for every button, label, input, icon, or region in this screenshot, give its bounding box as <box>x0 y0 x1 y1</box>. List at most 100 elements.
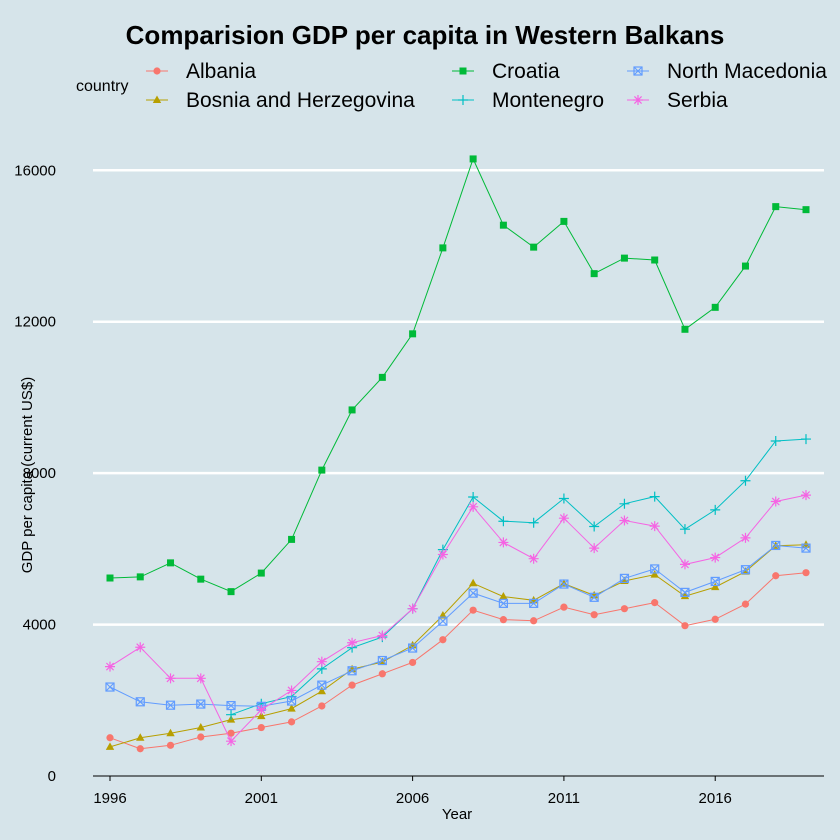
data-point <box>710 576 720 587</box>
legend-label: Bosnia and Herzegovina <box>186 89 415 112</box>
data-point <box>741 600 750 608</box>
data-point <box>499 221 507 229</box>
data-point <box>772 203 780 211</box>
series-line <box>109 157 807 593</box>
data-point <box>499 616 507 624</box>
data-point <box>681 622 689 630</box>
data-point <box>801 490 811 501</box>
data-point <box>530 243 538 251</box>
data-point <box>287 718 296 726</box>
y-tick-label: 12000 <box>14 314 56 331</box>
legend-title: country <box>76 78 128 95</box>
data-point <box>166 741 175 749</box>
data-point <box>528 517 539 528</box>
data-point <box>135 642 146 653</box>
data-point <box>195 673 206 684</box>
data-point <box>106 574 114 582</box>
data-point <box>226 700 236 711</box>
x-tick-label: 2011 <box>548 790 580 807</box>
data-point <box>770 435 781 446</box>
data-point <box>559 579 569 589</box>
series-serbia <box>105 490 811 747</box>
data-point <box>558 493 569 504</box>
data-point <box>528 553 539 564</box>
data-point <box>378 373 386 381</box>
legend-label: Montenegro <box>492 89 604 112</box>
data-point <box>651 599 659 607</box>
data-point <box>499 592 508 600</box>
legend-label: Albania <box>186 60 256 83</box>
data-point <box>530 617 538 625</box>
data-point <box>197 575 205 583</box>
y-tick-label: 16000 <box>14 162 56 179</box>
data-point <box>711 303 719 311</box>
data-point <box>802 206 810 214</box>
data-point <box>498 516 509 527</box>
y-tick-label: 4000 <box>23 617 56 634</box>
data-point <box>226 709 237 720</box>
y-tick-label: 0 <box>48 768 56 785</box>
series-montenegro <box>226 434 811 720</box>
data-point <box>256 704 267 715</box>
data-point <box>165 673 176 684</box>
data-point <box>227 588 235 596</box>
data-point <box>469 155 477 163</box>
data-point <box>105 742 115 750</box>
data-point <box>226 736 237 747</box>
data-point <box>468 501 479 512</box>
legend-label: Croatia <box>492 60 560 83</box>
data-point <box>771 540 781 551</box>
data-point <box>227 729 235 737</box>
legend-item: Montenegro <box>452 89 604 112</box>
data-point <box>679 524 690 535</box>
data-point <box>650 570 659 578</box>
x-tick-label: 2006 <box>396 790 429 807</box>
series-layer <box>105 155 811 753</box>
y-tick-label: 8000 <box>23 465 56 482</box>
data-point <box>287 704 296 712</box>
data-point <box>740 565 751 575</box>
series-line <box>109 572 807 750</box>
data-point <box>710 552 721 563</box>
legend-item: Serbia <box>627 89 728 112</box>
axes: 0 4000 8000 12000 16000 1996 2001 2006 2011 2016 <box>14 162 824 807</box>
data-point <box>288 535 296 543</box>
data-point <box>619 515 630 526</box>
data-point <box>679 559 690 570</box>
data-point <box>651 256 659 264</box>
data-point <box>136 733 145 741</box>
data-point <box>620 254 628 262</box>
data-point <box>468 578 478 587</box>
data-point <box>529 598 539 608</box>
data-point <box>740 475 751 486</box>
x-axis-title: Year <box>442 806 472 823</box>
data-point <box>408 643 418 653</box>
series-bosnia-and-herzegovina <box>105 540 811 750</box>
chart-title: Comparision GDP per capita in Western Ba… <box>126 20 725 50</box>
data-point <box>558 513 569 524</box>
legend-item: Bosnia and Herzegovina <box>146 89 415 112</box>
data-point <box>650 564 660 574</box>
data-point <box>589 521 600 532</box>
series-line <box>109 494 807 743</box>
legend-item: Albania <box>146 60 256 83</box>
legend-item: Croatia <box>452 60 560 83</box>
data-point <box>590 611 598 619</box>
data-point <box>589 592 599 602</box>
data-point <box>802 569 810 577</box>
data-point <box>439 244 447 252</box>
data-point <box>409 658 417 667</box>
series-albania <box>106 569 810 753</box>
data-point <box>468 588 478 598</box>
data-point <box>620 605 629 613</box>
data-point <box>317 686 327 695</box>
x-tick-label: 1996 <box>93 790 126 807</box>
data-point <box>316 656 327 667</box>
data-point <box>105 682 115 692</box>
data-point <box>166 728 175 737</box>
data-point <box>377 630 388 641</box>
data-point <box>468 491 479 502</box>
data-point <box>560 603 568 611</box>
data-point <box>741 567 750 575</box>
